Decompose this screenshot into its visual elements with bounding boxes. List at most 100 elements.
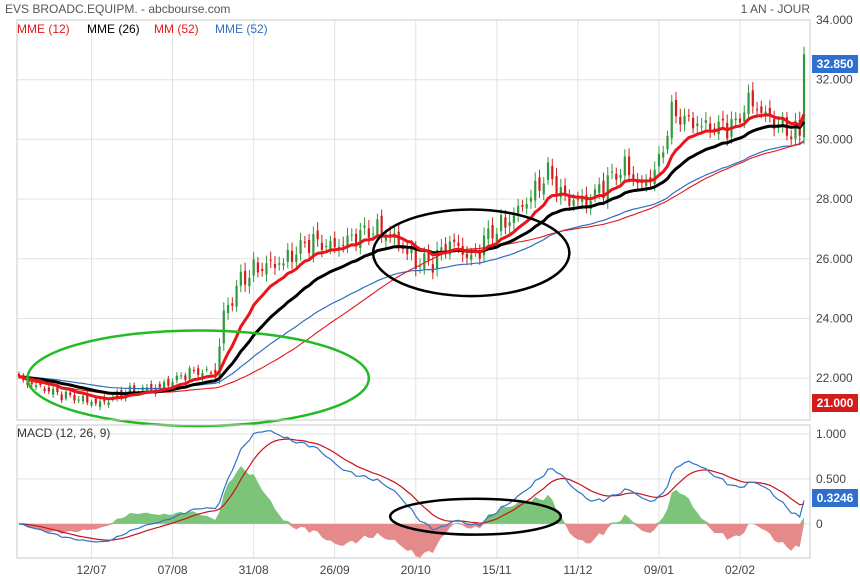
candle-body <box>747 92 750 115</box>
candle-body <box>508 222 511 226</box>
candle-body <box>60 394 63 401</box>
price-y-tick-label: 32.000 <box>816 73 853 87</box>
candle-body <box>679 116 682 125</box>
candle-body <box>86 393 89 403</box>
macd-histogram <box>19 466 804 558</box>
candle-body <box>666 135 669 150</box>
legend-mme26: MME (26) <box>87 22 140 36</box>
candle-body <box>627 156 631 176</box>
candle-body <box>593 189 597 198</box>
candle-body <box>256 262 260 273</box>
candle-body <box>598 184 601 193</box>
macd-title: MACD (12, 26, 9) <box>17 426 110 440</box>
candle-body <box>286 249 289 262</box>
candle-body <box>261 269 264 271</box>
price-y-tick-label: 30.000 <box>816 132 853 146</box>
price-y-tick-label: 22.000 <box>816 371 853 385</box>
candle-body <box>43 388 46 392</box>
candle-body <box>128 386 132 394</box>
x-tick-label: 12/07 <box>77 563 107 577</box>
low-price-label: 21.000 <box>817 396 854 410</box>
price-y-tick-label: 34.000 <box>816 13 853 27</box>
candle-body <box>69 392 72 396</box>
candle-body <box>704 120 707 123</box>
candle-body <box>440 247 443 254</box>
candle-body <box>581 197 584 202</box>
candle-body <box>295 254 298 262</box>
candle-body <box>273 263 277 268</box>
candle-body <box>376 219 379 238</box>
candle-body <box>610 171 614 173</box>
macd-y-tick-label: 0.500 <box>816 472 846 486</box>
candle-body <box>657 154 661 167</box>
candle-body <box>734 118 737 121</box>
candle-body <box>794 120 797 139</box>
macd-y-tick-label: 0 <box>816 517 823 531</box>
candle-body <box>717 121 720 135</box>
candle-body <box>457 242 460 247</box>
macd-signal-line <box>18 438 805 541</box>
candle-body <box>709 123 712 133</box>
candle-body <box>487 228 490 240</box>
candle-body <box>773 119 776 129</box>
candle-body <box>448 241 451 255</box>
low-price-badge: 21.000 <box>812 394 858 412</box>
candle-body <box>482 235 486 256</box>
candle-body <box>768 108 771 116</box>
candle-body <box>188 368 191 380</box>
x-tick-label: 31/08 <box>239 563 269 577</box>
macd-line <box>18 430 805 543</box>
candle-body <box>546 162 550 180</box>
candle-body <box>653 169 656 184</box>
candle-body <box>184 375 187 381</box>
chart-period: 1 AN - JOUR <box>741 2 811 16</box>
candle-body <box>218 346 221 377</box>
candle-body <box>521 205 524 207</box>
line-mme12 <box>18 113 806 401</box>
candle-body <box>683 115 686 125</box>
candle-body <box>751 90 754 107</box>
candle-body <box>743 112 746 122</box>
candle-body <box>162 381 166 391</box>
candle-body <box>350 234 353 236</box>
candle-body <box>303 242 306 244</box>
macd-lines <box>18 430 805 543</box>
candle-body <box>359 230 362 248</box>
x-tick-label: 02/02 <box>725 563 755 577</box>
candle-body <box>576 199 579 201</box>
candle-body <box>30 382 33 385</box>
line-mm52 <box>18 140 805 395</box>
candle-body <box>235 285 238 307</box>
candle-body <box>423 253 426 269</box>
x-tick-label: 07/08 <box>158 563 188 577</box>
candle-body <box>107 402 110 405</box>
candle-body <box>167 378 170 386</box>
last-price-badge: 32.850 <box>812 55 858 73</box>
moving-average-lines <box>18 113 806 401</box>
candle-body <box>414 249 417 269</box>
candle-body <box>687 114 690 117</box>
candle-body <box>406 248 409 255</box>
candle-body <box>674 100 678 117</box>
candle-body <box>209 372 213 374</box>
x-tick-label: 09/01 <box>644 563 674 577</box>
macd-highlight-circle <box>388 497 563 536</box>
candle-body <box>512 215 515 223</box>
line-mme52 <box>18 140 805 390</box>
candle-body <box>56 385 59 393</box>
candle-body <box>517 205 520 216</box>
candle-body <box>346 235 349 246</box>
grid <box>17 19 810 558</box>
candle-body <box>94 398 97 404</box>
candle-body <box>312 233 315 256</box>
candle-body <box>308 239 311 253</box>
candle-body <box>384 237 388 241</box>
candle-body <box>781 118 784 127</box>
candle-body <box>205 369 208 371</box>
candle-body <box>465 253 469 259</box>
candle-body <box>98 401 102 408</box>
candle-body <box>77 399 80 401</box>
candle-body <box>491 224 494 239</box>
candle-body <box>410 247 413 254</box>
candle-body <box>559 187 562 198</box>
